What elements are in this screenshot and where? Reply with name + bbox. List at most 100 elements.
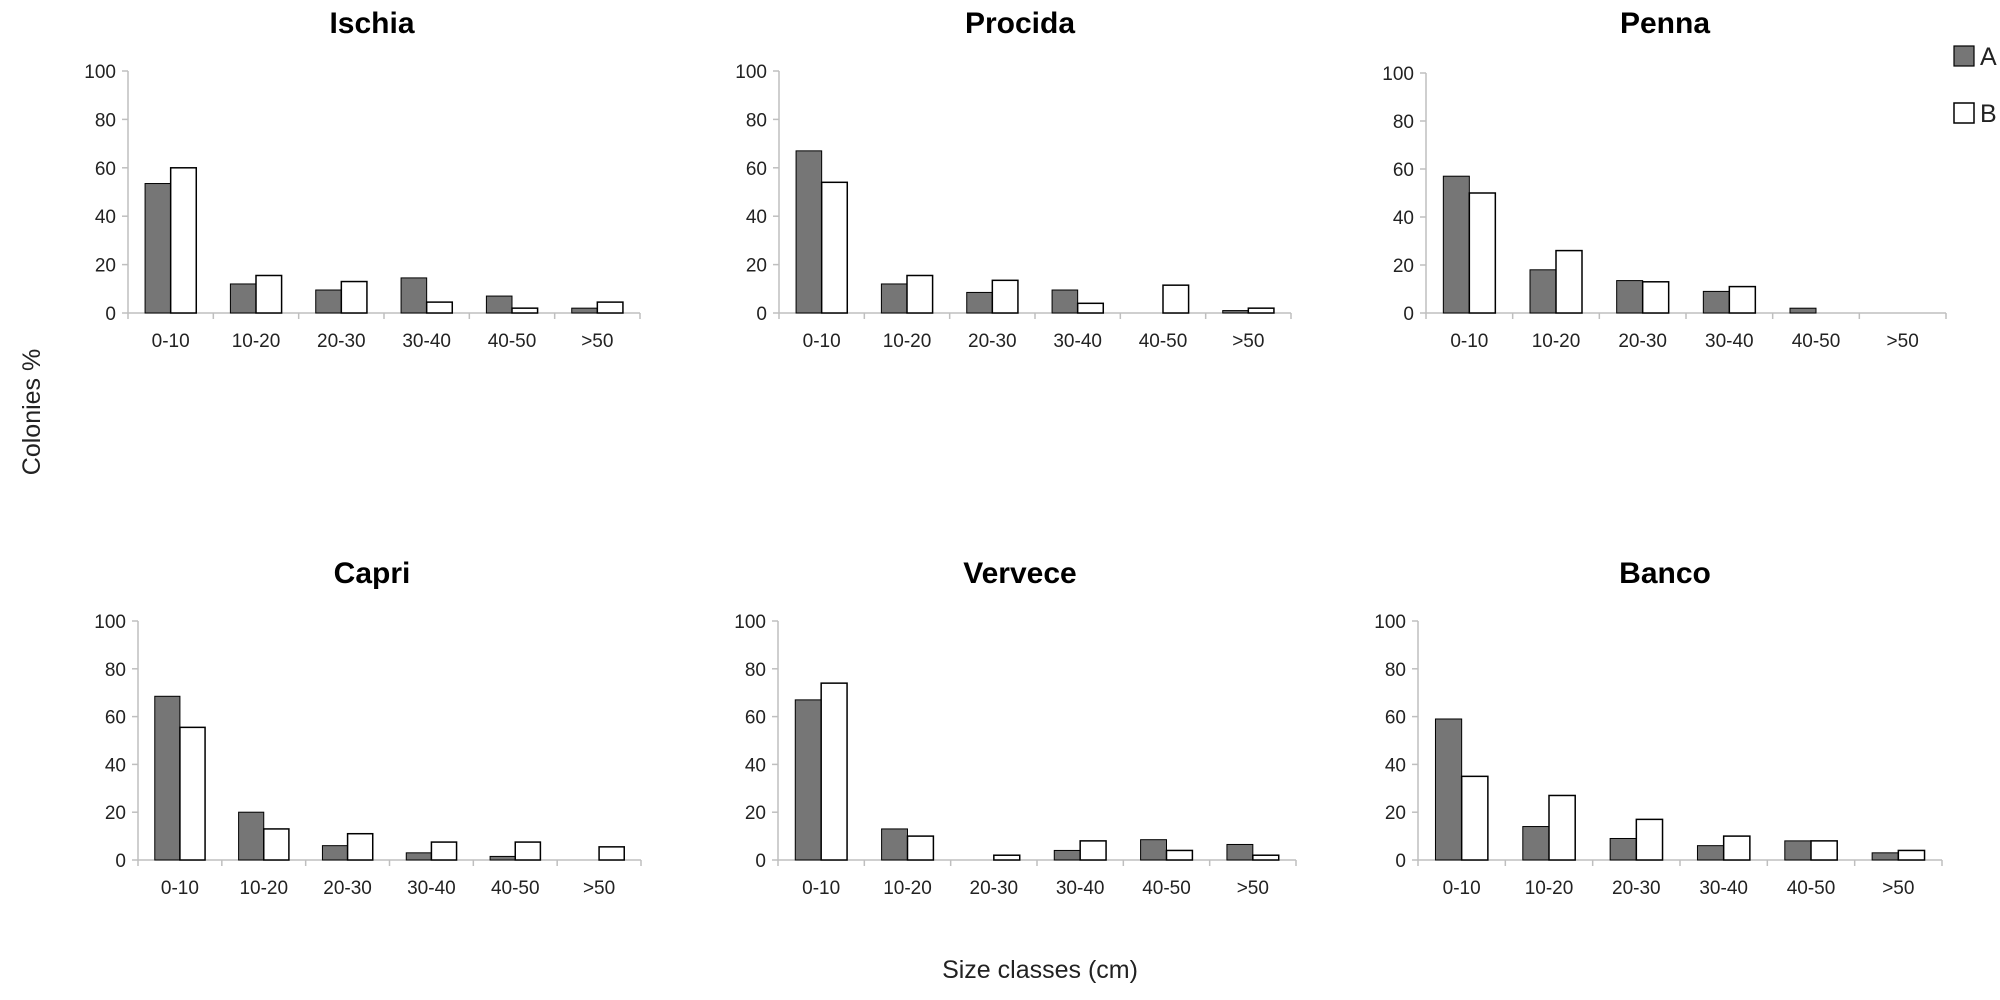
y-tick-label: 0	[756, 304, 767, 325]
bar-procida-a-1	[880, 283, 908, 314]
bar-banco-b-2	[1635, 818, 1664, 861]
bar-capri-b-2	[346, 832, 374, 861]
y-tick-label: 100	[84, 62, 116, 83]
y-tick-label: 20	[95, 256, 116, 277]
y-tick-label: 0	[1403, 304, 1414, 325]
y-tick-label: 0	[115, 851, 126, 872]
bar-procida-b-4	[1162, 284, 1190, 314]
x-tick-label: 20-30	[1618, 331, 1667, 352]
bar-penna-a-0	[1442, 175, 1470, 314]
bar-banco-a-1	[1522, 826, 1550, 861]
bar-banco-a-3	[1696, 845, 1725, 861]
chart-title-penna: Penna	[1620, 7, 1710, 40]
x-tick-label: 40-50	[488, 331, 537, 352]
x-tick-label: 30-40	[1699, 878, 1748, 899]
chart-title-capri: Capri	[334, 557, 411, 590]
y-tick-label: 40	[1393, 208, 1414, 229]
chart-title-vervece: Vervece	[963, 557, 1076, 590]
bar-ischia-b-4	[511, 307, 539, 314]
bar-capri-a-0	[154, 695, 181, 861]
bar-banco-a-4	[1784, 840, 1812, 861]
bar-procida-b-1	[906, 274, 934, 314]
bar-penna-b-0	[1468, 192, 1497, 314]
bar-penna-b-1	[1555, 249, 1583, 314]
y-tick-label: 80	[1393, 112, 1414, 133]
x-axis-label: Size classes (cm)	[942, 956, 1138, 984]
x-tick-label: 10-20	[883, 331, 932, 352]
y-tick-label: 40	[1385, 755, 1406, 776]
bar-vervece-b-1	[906, 835, 935, 861]
bar-capri-b-1	[263, 828, 290, 861]
bar-banco-a-5	[1871, 852, 1899, 861]
bar-vervece-b-4	[1165, 849, 1194, 861]
chart-penna: Penna 0 20 40 60 80 100 0-10 10-20 20-30 30-40 40-5…	[1382, 7, 1947, 352]
y-tick-label: 20	[1393, 256, 1414, 277]
chart-banco: Banco 0 20 40 60 80 100 0-10 10-20 20-30 30-40 40-5…	[1374, 557, 1943, 899]
legend-swatch-b	[1953, 102, 1975, 124]
y-tick-label: 100	[94, 612, 126, 633]
bar-ischia-b-5	[596, 301, 624, 314]
bar-penna-a-2	[1616, 280, 1644, 314]
bar-procida-b-5	[1247, 307, 1275, 314]
x-tick-label: 0-10	[803, 331, 841, 352]
chart-capri: Capri 0 20 40 60 80 100 0-10 10-20 20-30 30-40 40-5…	[94, 557, 642, 899]
bar-capri-b-3	[430, 841, 458, 861]
x-tick-label: 40-50	[1142, 878, 1191, 899]
y-tick-label: 100	[1374, 612, 1406, 633]
y-tick-label: 20	[1385, 803, 1406, 824]
bar-capri-b-4	[514, 841, 542, 861]
bar-procida-b-2	[991, 279, 1019, 314]
x-tick-label: 0-10	[152, 331, 190, 352]
y-tick-label: 0	[755, 851, 766, 872]
x-tick-label: 0-10	[1443, 878, 1481, 899]
y-tick-label: 60	[95, 159, 116, 180]
bar-penna-a-3	[1702, 290, 1730, 314]
x-tick-label: 40-50	[1787, 878, 1836, 899]
x-tick-label: 10-20	[883, 878, 932, 899]
y-tick-label: 20	[745, 803, 766, 824]
y-tick-label: 80	[95, 110, 116, 131]
bar-ischia-a-4	[485, 295, 513, 314]
x-tick-label: >50	[583, 878, 615, 899]
bar-capri-a-4	[489, 855, 516, 861]
bar-procida-a-3	[1051, 289, 1079, 314]
x-tick-label: 40-50	[1139, 331, 1188, 352]
bar-vervece-b-5	[1252, 854, 1280, 861]
bar-ischia-a-2	[315, 289, 342, 314]
bar-banco-b-3	[1722, 835, 1751, 861]
legend-label-b: B	[1980, 100, 1997, 128]
x-tick-label: 20-30	[970, 878, 1019, 899]
x-tick-label: 30-40	[1705, 331, 1754, 352]
bar-procida-a-5	[1222, 310, 1249, 314]
bar-capri-b-0	[179, 726, 206, 861]
chart-title-banco: Banco	[1619, 557, 1711, 590]
bar-capri-a-2	[321, 845, 349, 861]
y-tick-label: 60	[1393, 160, 1414, 181]
y-axis-label: Colonies %	[18, 349, 46, 475]
chart-procida: Procida 0 20 40 60 80 100 0-10 10-20 20-30 30-40 40…	[735, 7, 1292, 352]
bar-procida-a-2	[966, 291, 993, 314]
y-tick-label: 60	[745, 708, 766, 729]
bar-ischia-a-5	[571, 307, 598, 314]
bar-vervece-a-1	[881, 828, 908, 861]
bar-penna-a-1	[1529, 269, 1557, 314]
legend-label-a: A	[1980, 43, 1997, 71]
y-tick-label: 40	[745, 755, 766, 776]
x-tick-label: 20-30	[1612, 878, 1661, 899]
bar-capri-a-3	[405, 852, 432, 861]
x-tick-label: 30-40	[402, 331, 451, 352]
x-tick-label: 30-40	[1053, 331, 1102, 352]
bar-banco-b-4	[1810, 840, 1838, 861]
y-tick-label: 100	[1382, 64, 1414, 85]
x-tick-label: 10-20	[1525, 878, 1574, 899]
x-tick-label: 20-30	[968, 331, 1017, 352]
y-tick-label: 80	[1385, 660, 1406, 681]
x-tick-label: 0-10	[802, 878, 840, 899]
x-tick-label: >50	[581, 331, 613, 352]
y-tick-label: 40	[95, 207, 116, 228]
chart-title-ischia: Ischia	[329, 7, 414, 40]
x-tick-label: 40-50	[1792, 331, 1841, 352]
bar-procida-a-0	[795, 150, 823, 314]
x-tick-label: 0-10	[161, 878, 199, 899]
